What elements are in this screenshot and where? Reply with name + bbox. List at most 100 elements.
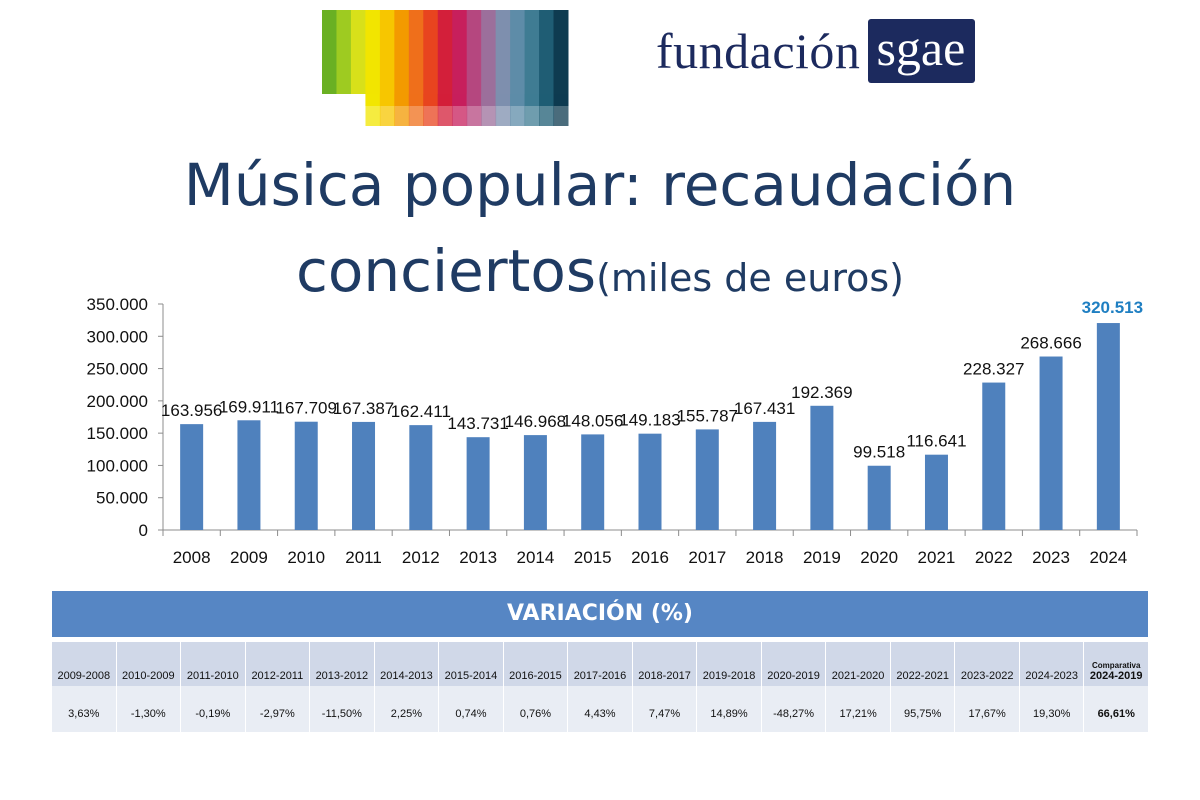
logo-bar-shade	[524, 94, 540, 126]
logo-bar-shade	[466, 94, 482, 126]
y-tick-label: 300.000	[87, 327, 148, 346]
logo-bar-shade	[365, 94, 381, 126]
data-label: 155.787	[677, 406, 738, 425]
data-label: 167.387	[333, 399, 394, 418]
variation-header-cell: 2018-2017	[632, 642, 697, 686]
variation-value-cell: -2,97%	[245, 686, 310, 732]
x-tick-label: 2011	[345, 548, 382, 567]
bar-chart: 0 50.000 100.000 150.000 200.000 250.000 300.0…	[87, 295, 1144, 567]
y-tick-label: 0	[139, 521, 148, 540]
logo-bar-shade	[553, 94, 569, 126]
page-title: Música popular: recaudación conciertos(m…	[0, 142, 1200, 329]
logo-bar	[322, 10, 337, 106]
variation-value-cell: -0,19%	[181, 686, 245, 732]
logo-bar	[466, 10, 482, 106]
bar	[1096, 323, 1120, 530]
bar	[924, 454, 948, 530]
data-label: 167.709	[276, 399, 337, 418]
variation-value-cell: 7,47%	[632, 686, 697, 732]
logo-bar	[524, 10, 540, 106]
bar	[466, 437, 490, 530]
brand-name: fundación	[656, 23, 861, 79]
x-tick-label: 2016	[631, 548, 669, 567]
variation-header-cell: 2024-2023	[1019, 642, 1084, 686]
x-tick-label: 2018	[746, 548, 784, 567]
variation-value-cell: 95,75%	[890, 686, 955, 732]
data-label: 143.731	[447, 414, 508, 433]
x-tick-label: 2020	[860, 548, 898, 567]
variation-header-cell: 2022-2021	[890, 642, 955, 686]
logo-bar	[350, 10, 366, 106]
y-tick-label: 50.000	[96, 489, 148, 508]
title-unit: (miles de euros)	[596, 256, 905, 300]
data-label: 228.327	[963, 360, 1024, 379]
title-line2: conciertos	[295, 237, 597, 305]
logo-bar-shade	[408, 94, 424, 126]
logo-bar	[539, 10, 555, 106]
variation-value-cell: 17,67%	[955, 686, 1019, 732]
logo-bar	[379, 10, 395, 106]
logo-bar	[481, 10, 497, 106]
logo-bar	[452, 10, 468, 106]
logo-bar	[495, 10, 511, 106]
logo-bar-shade	[452, 94, 468, 126]
comparativa-small-label: Comparativa	[1091, 661, 1141, 670]
logo-bar-shade	[379, 94, 395, 126]
variation-header-cell: 2019-2018	[697, 642, 761, 686]
variation-value-cell: 2,25%	[374, 686, 439, 732]
x-tick-label: 2010	[287, 548, 325, 567]
variation-value-cell: 17,21%	[826, 686, 890, 732]
variation-header-cell: 2017-2016	[568, 642, 632, 686]
bar	[352, 421, 376, 530]
y-tick-label: 350.000	[87, 295, 148, 314]
variation-value-cell: 19,30%	[1019, 686, 1084, 732]
x-tick-label: 2021	[918, 548, 956, 567]
x-tick-label: 2015	[574, 548, 612, 567]
logo-bar-shade	[539, 94, 555, 126]
variation-header-cell: 2013-2012	[310, 642, 374, 686]
x-tick-label: 2023	[1032, 548, 1070, 567]
variation-header-comparativa: Comparativa 2024-2019	[1084, 642, 1148, 686]
x-tick-label: 2017	[688, 548, 726, 567]
brand-logo: fundación sgae	[656, 18, 976, 84]
variation-header-cell: 2012-2011	[245, 642, 310, 686]
data-label: 320.513	[1082, 298, 1143, 317]
bar	[810, 405, 834, 530]
y-tick-label: 150.000	[87, 424, 148, 443]
variation-header-cell: 2011-2010	[181, 642, 245, 686]
data-label: 192.369	[791, 383, 852, 402]
variation-value-cell: 14,89%	[697, 686, 761, 732]
x-tick-label: 2009	[230, 548, 268, 567]
x-tick-label: 2022	[975, 548, 1013, 567]
data-label: 116.641	[906, 432, 966, 451]
logo-bar-shade	[394, 94, 410, 126]
brand-box: sgae	[868, 19, 976, 83]
x-tick-label: 2019	[803, 548, 841, 567]
bar	[409, 425, 433, 530]
data-label: 148.056	[562, 411, 623, 430]
bar	[982, 382, 1006, 530]
logo-bar	[423, 10, 439, 106]
variation-value-cell: 0,76%	[503, 686, 568, 732]
bar	[294, 421, 318, 530]
x-tick-label: 2014	[516, 548, 554, 567]
logo-gap	[322, 94, 366, 126]
logo-bar-shade	[437, 94, 453, 126]
data-label: 99.518	[853, 443, 905, 462]
bar	[638, 433, 662, 530]
data-label: 162.411	[391, 402, 451, 421]
variation-table: VARIACIÓN (%) 2009-2008 2010-2009 2011-201…	[52, 591, 1148, 732]
data-label: 169.911	[219, 397, 279, 416]
x-tick-label: 2013	[459, 548, 497, 567]
logo-bar-shade	[510, 94, 526, 126]
bar	[180, 424, 204, 530]
bar	[867, 465, 891, 530]
x-tick-label: 2012	[402, 548, 440, 567]
x-tick-label: 2008	[173, 548, 211, 567]
variation-value-cell: -48,27%	[761, 686, 826, 732]
data-label: 163.956	[161, 401, 222, 420]
x-tick-label: 2024	[1089, 548, 1127, 567]
logo-color-bars	[322, 10, 569, 126]
logo-bar	[336, 10, 352, 106]
variation-header-cell: 2023-2022	[955, 642, 1019, 686]
